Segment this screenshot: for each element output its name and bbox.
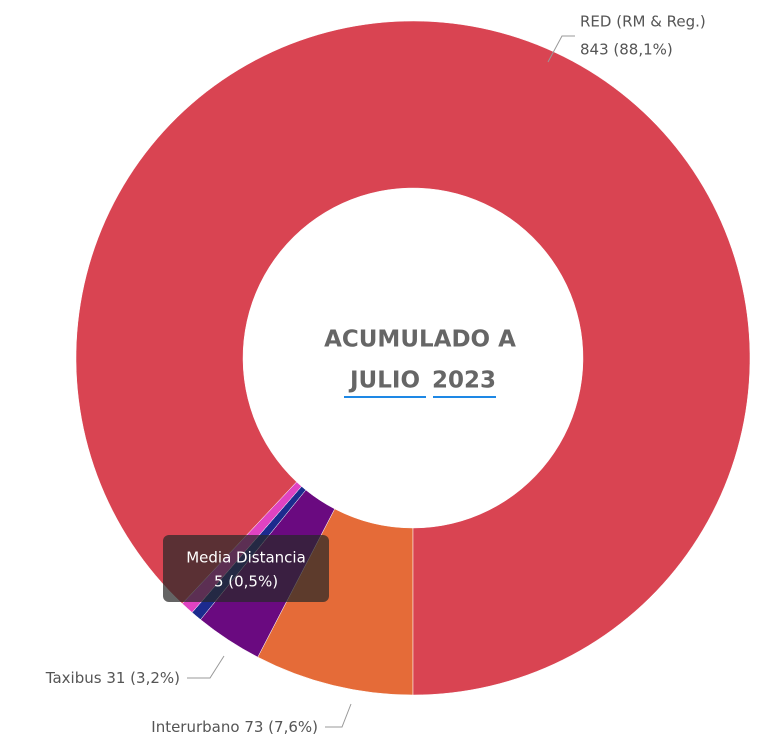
slice-name: Taxibus <box>45 669 102 687</box>
slice-name: Interurbano <box>151 718 239 736</box>
leader-line <box>547 35 575 63</box>
tooltip: Media Distancia 5 (0,5%) <box>163 535 329 602</box>
donut-slice[interactable] <box>75 20 751 696</box>
slice-label: RED (RM & Reg.) <box>580 13 706 31</box>
slice-label: Taxibus 31 (3,2%) <box>45 669 180 687</box>
center-text: ACUMULADO A <box>324 327 516 353</box>
tooltip-title: Media Distancia <box>186 549 306 567</box>
tooltip-value: 5 (0,5%) <box>214 573 278 591</box>
slice-value-label: 73 (7,6%) <box>244 718 318 736</box>
tooltip-box <box>163 535 329 602</box>
center-link[interactable]: JULIO <box>348 368 420 394</box>
leader-line <box>325 703 352 728</box>
slice-value-label: 31 (3,2%) <box>106 669 180 687</box>
slice-value-label: 843 (88,1%) <box>580 41 673 59</box>
center-link[interactable]: 2023 <box>432 368 496 394</box>
leader-line <box>187 655 225 679</box>
slice-label: Interurbano 73 (7,6%) <box>151 718 318 736</box>
